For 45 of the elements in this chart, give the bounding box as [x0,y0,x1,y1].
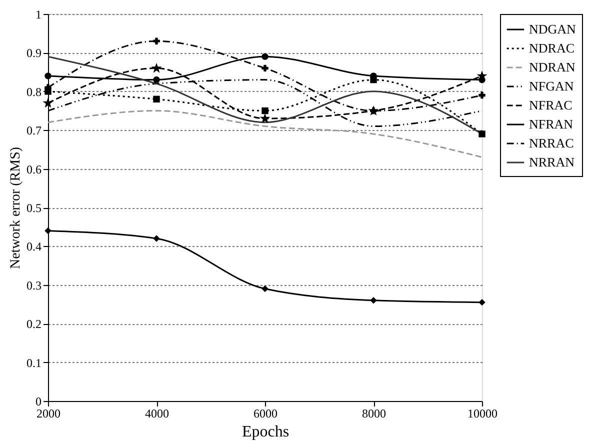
point [153,76,160,84]
y-tick-label: 0.9 [26,46,42,60]
legend-label: NDRAN [529,60,576,74]
y-axis-title: Network error (RMS) [8,146,24,270]
legend-label: NDGAN [529,22,577,36]
point [153,38,160,44]
x-tick-label: 2000 [36,406,60,420]
point [262,53,268,60]
point [262,64,268,72]
legend-label: NFRAC [529,98,572,112]
y-tick-label: 0.3 [26,278,42,292]
point [478,130,486,138]
y-tick-label: 0.5 [26,201,42,215]
point [478,298,486,306]
point [153,235,160,242]
legend-label: NRRAC [529,136,574,150]
point [262,107,268,114]
x-axis-title: Epochs [242,424,290,440]
legend-label: NFGAN [529,78,574,94]
y-tick-label: 0.6 [26,162,42,176]
y-tick-label: 0.8 [26,84,42,99]
y-tick-label: 0.1 [26,356,42,370]
point [44,227,52,234]
point [44,72,52,80]
point [370,297,377,304]
x-tick-label: 4000 [145,406,169,420]
y-tick-label: 0.2 [26,317,42,332]
legend-label: NRRAN [529,154,576,170]
point [151,62,162,73]
x-tick-label: 10000 [468,406,498,420]
y-tick-label: 0.7 [26,124,42,138]
x-tick-label: 8000 [362,406,386,420]
y-tick-label: 0 [36,394,42,408]
point [260,113,270,124]
y-tick-label: 1 [36,8,42,22]
legend-label: NDRAC [529,40,575,56]
line-series [48,110,482,158]
legend-label: NFRAN [529,116,574,132]
point [262,285,268,292]
point [153,96,160,102]
x-tick-label: 6000 [254,406,278,420]
point [478,92,486,99]
point [476,70,488,81]
y-tick-label: 0.4 [26,240,42,254]
point [42,98,54,108]
